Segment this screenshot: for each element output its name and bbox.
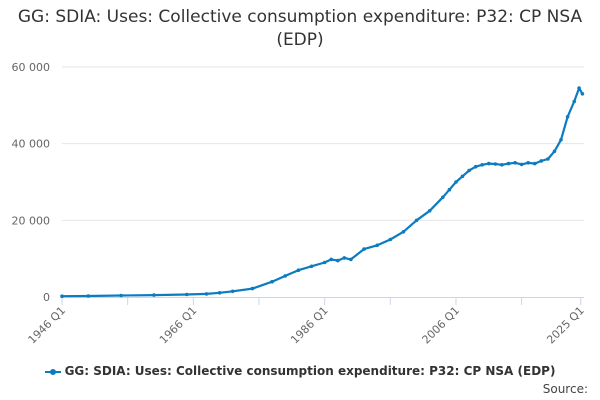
data-point[interactable] — [480, 163, 485, 167]
data-point[interactable] — [296, 268, 301, 273]
data-point[interactable] — [60, 294, 64, 299]
data-point[interactable] — [283, 274, 288, 278]
y-tick-label: 20 000 — [12, 214, 51, 227]
data-point[interactable] — [86, 294, 91, 298]
data-point[interactable] — [460, 174, 465, 179]
data-point[interactable] — [230, 289, 235, 294]
data-point[interactable] — [309, 264, 314, 269]
legend[interactable]: GG: SDIA: Uses: Collective consumption e… — [0, 364, 600, 378]
data-point[interactable] — [487, 161, 491, 166]
x-axis — [61, 297, 584, 305]
data-point[interactable] — [441, 195, 445, 200]
data-point[interactable] — [526, 161, 530, 165]
y-axis: 0 20 000 40 000 60 000 — [12, 61, 51, 304]
x-tick-label: 1966 Q1 — [157, 304, 200, 347]
x-tick-label: 1946 Q1 — [26, 304, 69, 347]
data-point[interactable] — [447, 187, 452, 192]
data-point[interactable] — [565, 115, 570, 119]
gridlines — [62, 66, 584, 221]
data-point[interactable] — [119, 293, 123, 298]
data-point[interactable] — [152, 293, 156, 297]
data-point[interactable] — [401, 230, 406, 234]
data-point[interactable] — [362, 247, 366, 251]
data-point[interactable] — [467, 168, 471, 173]
data-point[interactable] — [493, 162, 498, 166]
data-point[interactable] — [185, 292, 189, 297]
y-tick-label: 60 000 — [12, 61, 51, 74]
data-point[interactable] — [217, 291, 222, 295]
data-point[interactable] — [204, 292, 209, 296]
data-point[interactable] — [552, 149, 557, 154]
data-point[interactable] — [519, 162, 524, 167]
data-point[interactable] — [473, 164, 478, 169]
x-axis-labels: 1946 Q1 1966 Q1 1986 Q1 2006 Q1 2025 Q1 — [26, 304, 587, 347]
data-point[interactable] — [414, 218, 419, 223]
source-label[interactable]: Source: — [542, 382, 588, 396]
legend-swatch — [44, 367, 61, 377]
data-point[interactable] — [250, 286, 255, 291]
x-tick-label: 2006 Q1 — [420, 304, 463, 347]
data-point[interactable] — [500, 163, 504, 167]
data-point[interactable] — [375, 243, 380, 248]
data-point[interactable] — [539, 159, 544, 163]
data-point[interactable] — [546, 157, 550, 161]
data-point[interactable] — [513, 161, 517, 165]
x-tick-label: 2025 Q1 — [544, 304, 587, 347]
data-point[interactable] — [506, 161, 511, 166]
legend-label: GG: SDIA: Uses: Collective consumption e… — [64, 364, 556, 378]
data-point[interactable] — [336, 258, 340, 263]
data-point[interactable] — [322, 260, 327, 265]
series-line[interactable] — [60, 87, 584, 298]
chart-title: GG: SDIA: Uses: Collective consumption e… — [17, 7, 583, 50]
data-point[interactable] — [572, 99, 576, 104]
data-point[interactable] — [349, 257, 353, 262]
data-point[interactable] — [580, 92, 585, 96]
data-point[interactable] — [270, 279, 274, 284]
data-point[interactable] — [427, 209, 432, 213]
data-point[interactable] — [559, 138, 563, 142]
data-point[interactable] — [342, 256, 347, 260]
data-point[interactable] — [329, 257, 334, 262]
series-layer[interactable] — [60, 86, 585, 299]
data-point[interactable] — [533, 161, 537, 166]
data-point[interactable] — [454, 180, 458, 184]
data-point[interactable] — [388, 237, 393, 242]
y-tick-label: 40 000 — [12, 138, 51, 151]
x-tick-label: 1986 Q1 — [288, 304, 331, 347]
y-tick-label: 0 — [43, 291, 50, 304]
data-point[interactable] — [577, 86, 581, 90]
